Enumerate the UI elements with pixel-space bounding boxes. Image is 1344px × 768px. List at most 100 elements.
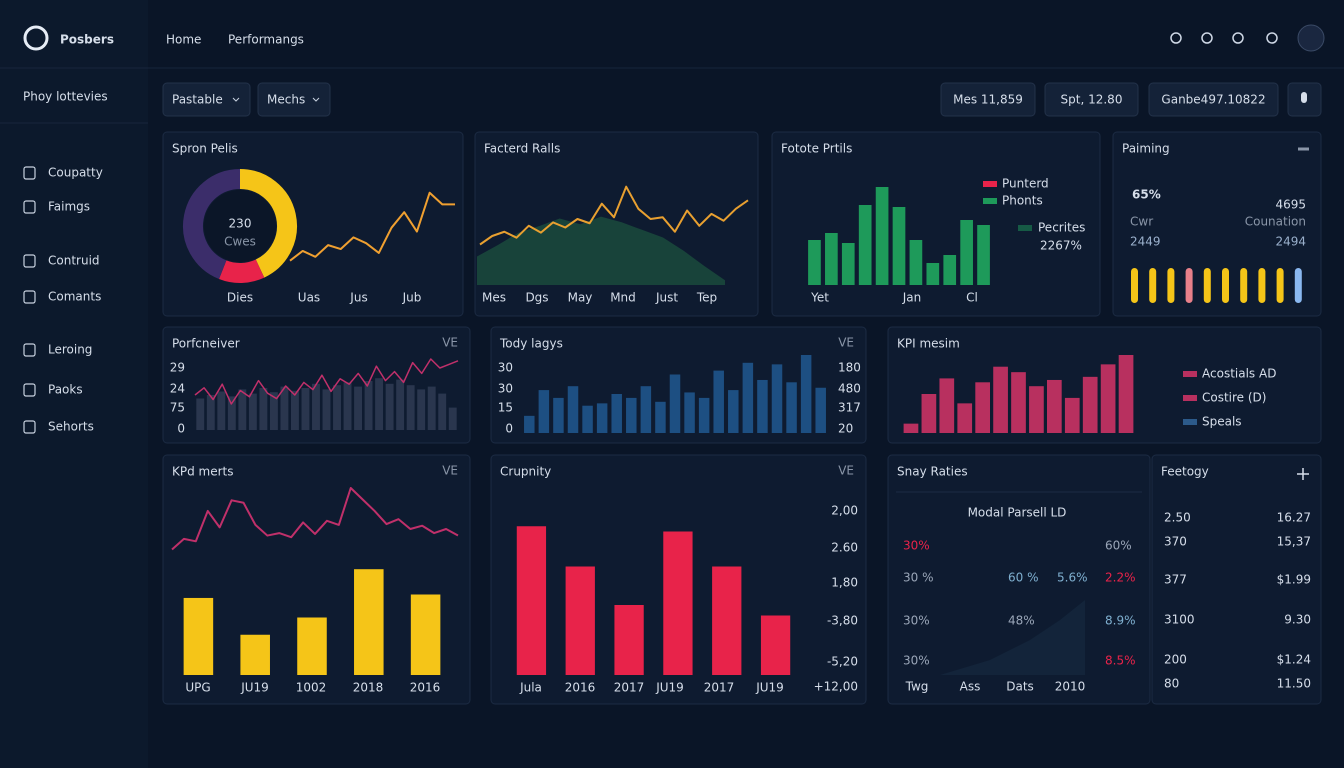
bar <box>238 389 247 430</box>
bar <box>626 397 637 433</box>
bar <box>892 207 906 285</box>
x-label: Yet <box>810 291 829 305</box>
bar <box>1064 397 1080 433</box>
stat-value: 2494 <box>1275 235 1306 249</box>
stat-box[interactable] <box>1044 82 1139 117</box>
cell: 3100 <box>1164 613 1195 627</box>
sidebar-item[interactable]: Coupatty <box>48 166 103 180</box>
stat-caption: Cwr <box>1130 215 1153 229</box>
line <box>171 487 459 551</box>
bar <box>217 391 226 430</box>
bar <box>1011 372 1026 433</box>
sidebar-icon[interactable] <box>23 166 36 180</box>
y-label-right: 317 <box>838 401 861 415</box>
filter-label: Mechs <box>267 93 305 107</box>
y-label-right: +12,00 <box>814 680 858 694</box>
sidebar-icon[interactable] <box>23 420 36 434</box>
sidebar-item[interactable]: Leroing <box>48 343 92 357</box>
bar <box>815 387 826 433</box>
bar <box>196 398 205 430</box>
sidebar-item[interactable]: Comants <box>48 290 101 304</box>
bar <box>227 396 236 430</box>
bar <box>825 233 838 285</box>
cell: 5.6% <box>1057 571 1088 585</box>
sidebar-icon[interactable] <box>23 343 36 357</box>
panel <box>1151 454 1322 705</box>
cell: 8.9% <box>1105 614 1136 628</box>
bar <box>596 403 608 433</box>
header-icon[interactable] <box>1201 32 1213 44</box>
pill <box>1185 268 1193 303</box>
header-icon[interactable] <box>1232 32 1244 44</box>
donut-segment <box>183 169 241 279</box>
line <box>289 191 455 262</box>
panel-title: Snay Raties <box>897 465 968 479</box>
sidebar-item[interactable]: Sehorts <box>48 420 94 434</box>
bar <box>183 597 214 675</box>
x-label: JU19 <box>655 681 684 695</box>
sidebar-item[interactable]: Faimgs <box>48 200 90 214</box>
cell: 30% <box>903 654 930 668</box>
header-icon[interactable] <box>1266 32 1278 44</box>
sidebar-icon[interactable] <box>23 383 36 397</box>
donut-hole <box>204 190 276 262</box>
plus-icon[interactable] <box>1297 468 1309 480</box>
panel-title: Fotote Prtils <box>781 142 852 156</box>
nav-link[interactable]: Home <box>166 33 201 47</box>
sidebar-icon[interactable] <box>23 290 36 304</box>
x-label: Twg <box>905 680 929 694</box>
stat-box[interactable] <box>940 82 1036 117</box>
bar <box>903 423 919 433</box>
x-label: Dats <box>1006 680 1034 694</box>
cell: 80 <box>1164 677 1179 691</box>
bar <box>939 378 955 433</box>
bar <box>538 390 550 433</box>
legend-label: Acostials AD <box>1202 367 1276 381</box>
cell: 60 % <box>1008 571 1039 585</box>
x-label: Jus <box>349 291 367 305</box>
bar <box>655 401 666 433</box>
filter-box[interactable] <box>162 82 251 117</box>
subtitle: Modal Parsell LD <box>968 506 1067 520</box>
legend-swatch <box>1183 419 1197 425</box>
pill <box>1294 268 1302 303</box>
stat-box[interactable] <box>1148 82 1279 117</box>
nav-link[interactable]: Performangs <box>228 33 304 47</box>
brand: Posbers <box>60 33 114 47</box>
panel-title: Porfcneiver <box>172 337 240 351</box>
mic-icon <box>1301 92 1307 103</box>
sidebar-icon[interactable] <box>23 200 36 214</box>
bar <box>960 220 973 285</box>
bar <box>728 390 739 433</box>
avatar[interactable] <box>1297 24 1325 52</box>
bar <box>977 225 990 285</box>
bar <box>1100 364 1116 433</box>
bar <box>417 389 426 430</box>
x-label: 1002 <box>296 681 327 695</box>
bar <box>669 374 681 433</box>
cell: 11.50 <box>1277 677 1311 691</box>
x-label: Uas <box>298 291 320 305</box>
x-label: Jub <box>402 291 422 305</box>
bar <box>206 395 215 430</box>
filter-label: Pastable <box>172 93 223 107</box>
bar <box>909 240 923 285</box>
sidebar-item[interactable]: Paoks <box>48 383 83 397</box>
pill <box>1276 268 1284 303</box>
x-label: UPG <box>185 681 210 695</box>
cell: 60% <box>1105 539 1132 553</box>
header-icon[interactable] <box>1170 32 1182 44</box>
bar <box>684 392 695 433</box>
legend-swatch <box>1183 371 1197 377</box>
x-label: Ass <box>960 680 981 694</box>
line <box>194 358 459 405</box>
cell: 30% <box>903 539 930 553</box>
bar <box>240 634 270 675</box>
sidebar-icon[interactable] <box>23 254 36 268</box>
y-label-right: 2.60 <box>831 541 858 555</box>
sidebar-item[interactable]: Contruid <box>48 254 100 268</box>
sidebar-title: Phoy lottevies <box>23 90 108 104</box>
filter-box[interactable] <box>257 82 331 117</box>
y-label-right: 2,00 <box>831 504 858 518</box>
cell: 2.2% <box>1105 571 1136 585</box>
